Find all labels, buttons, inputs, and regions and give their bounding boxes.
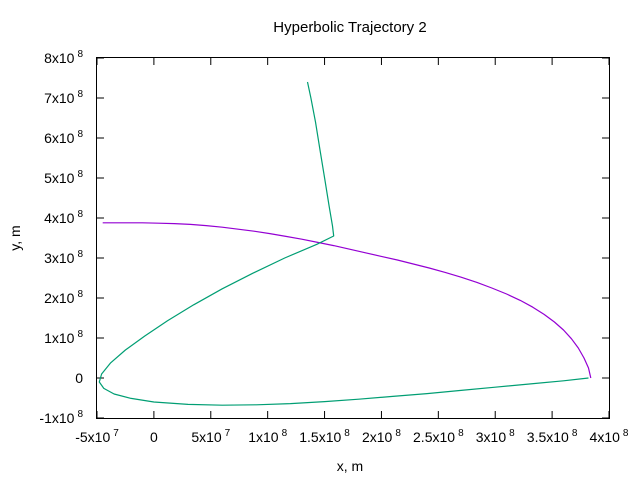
y-tick-label-mantissa: -1x10: [39, 410, 74, 426]
x-tick-label-exponent: 8: [509, 428, 515, 439]
y-tick-label: -1x10 8: [39, 409, 83, 426]
x-axis-label: x, m: [337, 458, 363, 474]
y-tick-label-exponent: 8: [77, 169, 83, 180]
y-tick-label-exponent: 8: [77, 329, 83, 340]
x-tick-label: 5x10 7: [191, 428, 230, 445]
x-tick-label-mantissa: 1.5x10: [299, 429, 341, 445]
y-tick-label: 1x10 8: [44, 329, 83, 346]
y-tick-label-mantissa: 6x10: [44, 130, 75, 146]
x-tick-label-mantissa: 4x10: [590, 429, 621, 445]
x-tick-label-exponent: 8: [458, 428, 464, 439]
y-tick-label-mantissa: 7x10: [44, 90, 75, 106]
chart-title: Hyperbolic Trajectory 2: [273, 19, 426, 36]
y-tick-label: 7x10 8: [44, 89, 83, 106]
x-tick-label-exponent: 8: [282, 428, 288, 439]
series-line-1: [102, 222, 592, 379]
x-tick-label-mantissa: 3x10: [476, 429, 507, 445]
y-tick-label-mantissa: 1x10: [44, 330, 75, 346]
y-tick-label-mantissa: 2x10: [44, 290, 75, 306]
y-tick-label-exponent: 8: [77, 129, 83, 140]
x-tick-label-exponent: 7: [225, 428, 231, 439]
x-tick-label: 1x10 8: [248, 428, 287, 445]
x-tick-label: 0: [150, 429, 158, 445]
y-tick-label-mantissa: 5x10: [44, 170, 75, 186]
series-layer: [98, 81, 592, 406]
y-tick-label-mantissa: 3x10: [44, 250, 75, 266]
x-tick-label: 2.5x10 8: [413, 428, 464, 445]
y-tick-label-exponent: 8: [77, 249, 83, 260]
y-tick-label-mantissa: 8x10: [44, 50, 75, 66]
plot-frame: [96, 57, 610, 419]
y-tick-label-exponent: 8: [77, 209, 83, 220]
y-tick-label-exponent: 8: [77, 49, 83, 60]
y-tick-label: 8x10 8: [44, 49, 83, 66]
y-tick-label: 0: [75, 370, 83, 386]
y-tick-label-exponent: 8: [77, 89, 83, 100]
x-tick-label: 3.5x10 8: [527, 428, 578, 445]
x-tick-label: 4x10 8: [590, 428, 629, 445]
x-tick-label-mantissa: 2x10: [362, 429, 393, 445]
x-tick-label-exponent: 8: [395, 428, 401, 439]
y-tick-label: 6x10 8: [44, 129, 83, 146]
x-tick-label-exponent: 8: [344, 428, 350, 439]
tick-layer: -5x10 7 0 5x10 7 1x10 8 1.5x10 8 2x10 8 2.5x10 8 3x10…: [39, 49, 628, 445]
y-axis-label: y, m: [7, 225, 23, 250]
x-tick-label: 3x10 8: [476, 428, 515, 445]
x-tick-label: 2x10 8: [362, 428, 401, 445]
y-tick-label: 5x10 8: [44, 169, 83, 186]
y-tick-label-mantissa: 0: [75, 370, 83, 386]
x-tick-label-mantissa: -5x10: [75, 429, 110, 445]
x-tick-label-mantissa: 1x10: [248, 429, 279, 445]
x-tick-label-mantissa: 3.5x10: [527, 429, 569, 445]
y-tick-label-exponent: 8: [77, 289, 83, 300]
x-tick-label-exponent: 7: [113, 428, 119, 439]
y-tick-label: 3x10 8: [44, 249, 83, 266]
y-tick-label-mantissa: 4x10: [44, 210, 75, 226]
y-tick-label: 4x10 8: [44, 209, 83, 226]
y-tick-label-exponent: 8: [77, 409, 83, 420]
y-tick-label: 2x10 8: [44, 289, 83, 306]
x-tick-label: -5x10 7: [75, 428, 119, 445]
series-line-2: [98, 81, 589, 406]
x-tick-label-mantissa: 0: [150, 429, 158, 445]
x-tick-label-mantissa: 2.5x10: [413, 429, 455, 445]
x-tick-label-exponent: 8: [623, 428, 629, 439]
x-tick-label-mantissa: 5x10: [191, 429, 222, 445]
x-tick-label-exponent: 8: [572, 428, 578, 439]
x-tick-label: 1.5x10 8: [299, 428, 350, 445]
